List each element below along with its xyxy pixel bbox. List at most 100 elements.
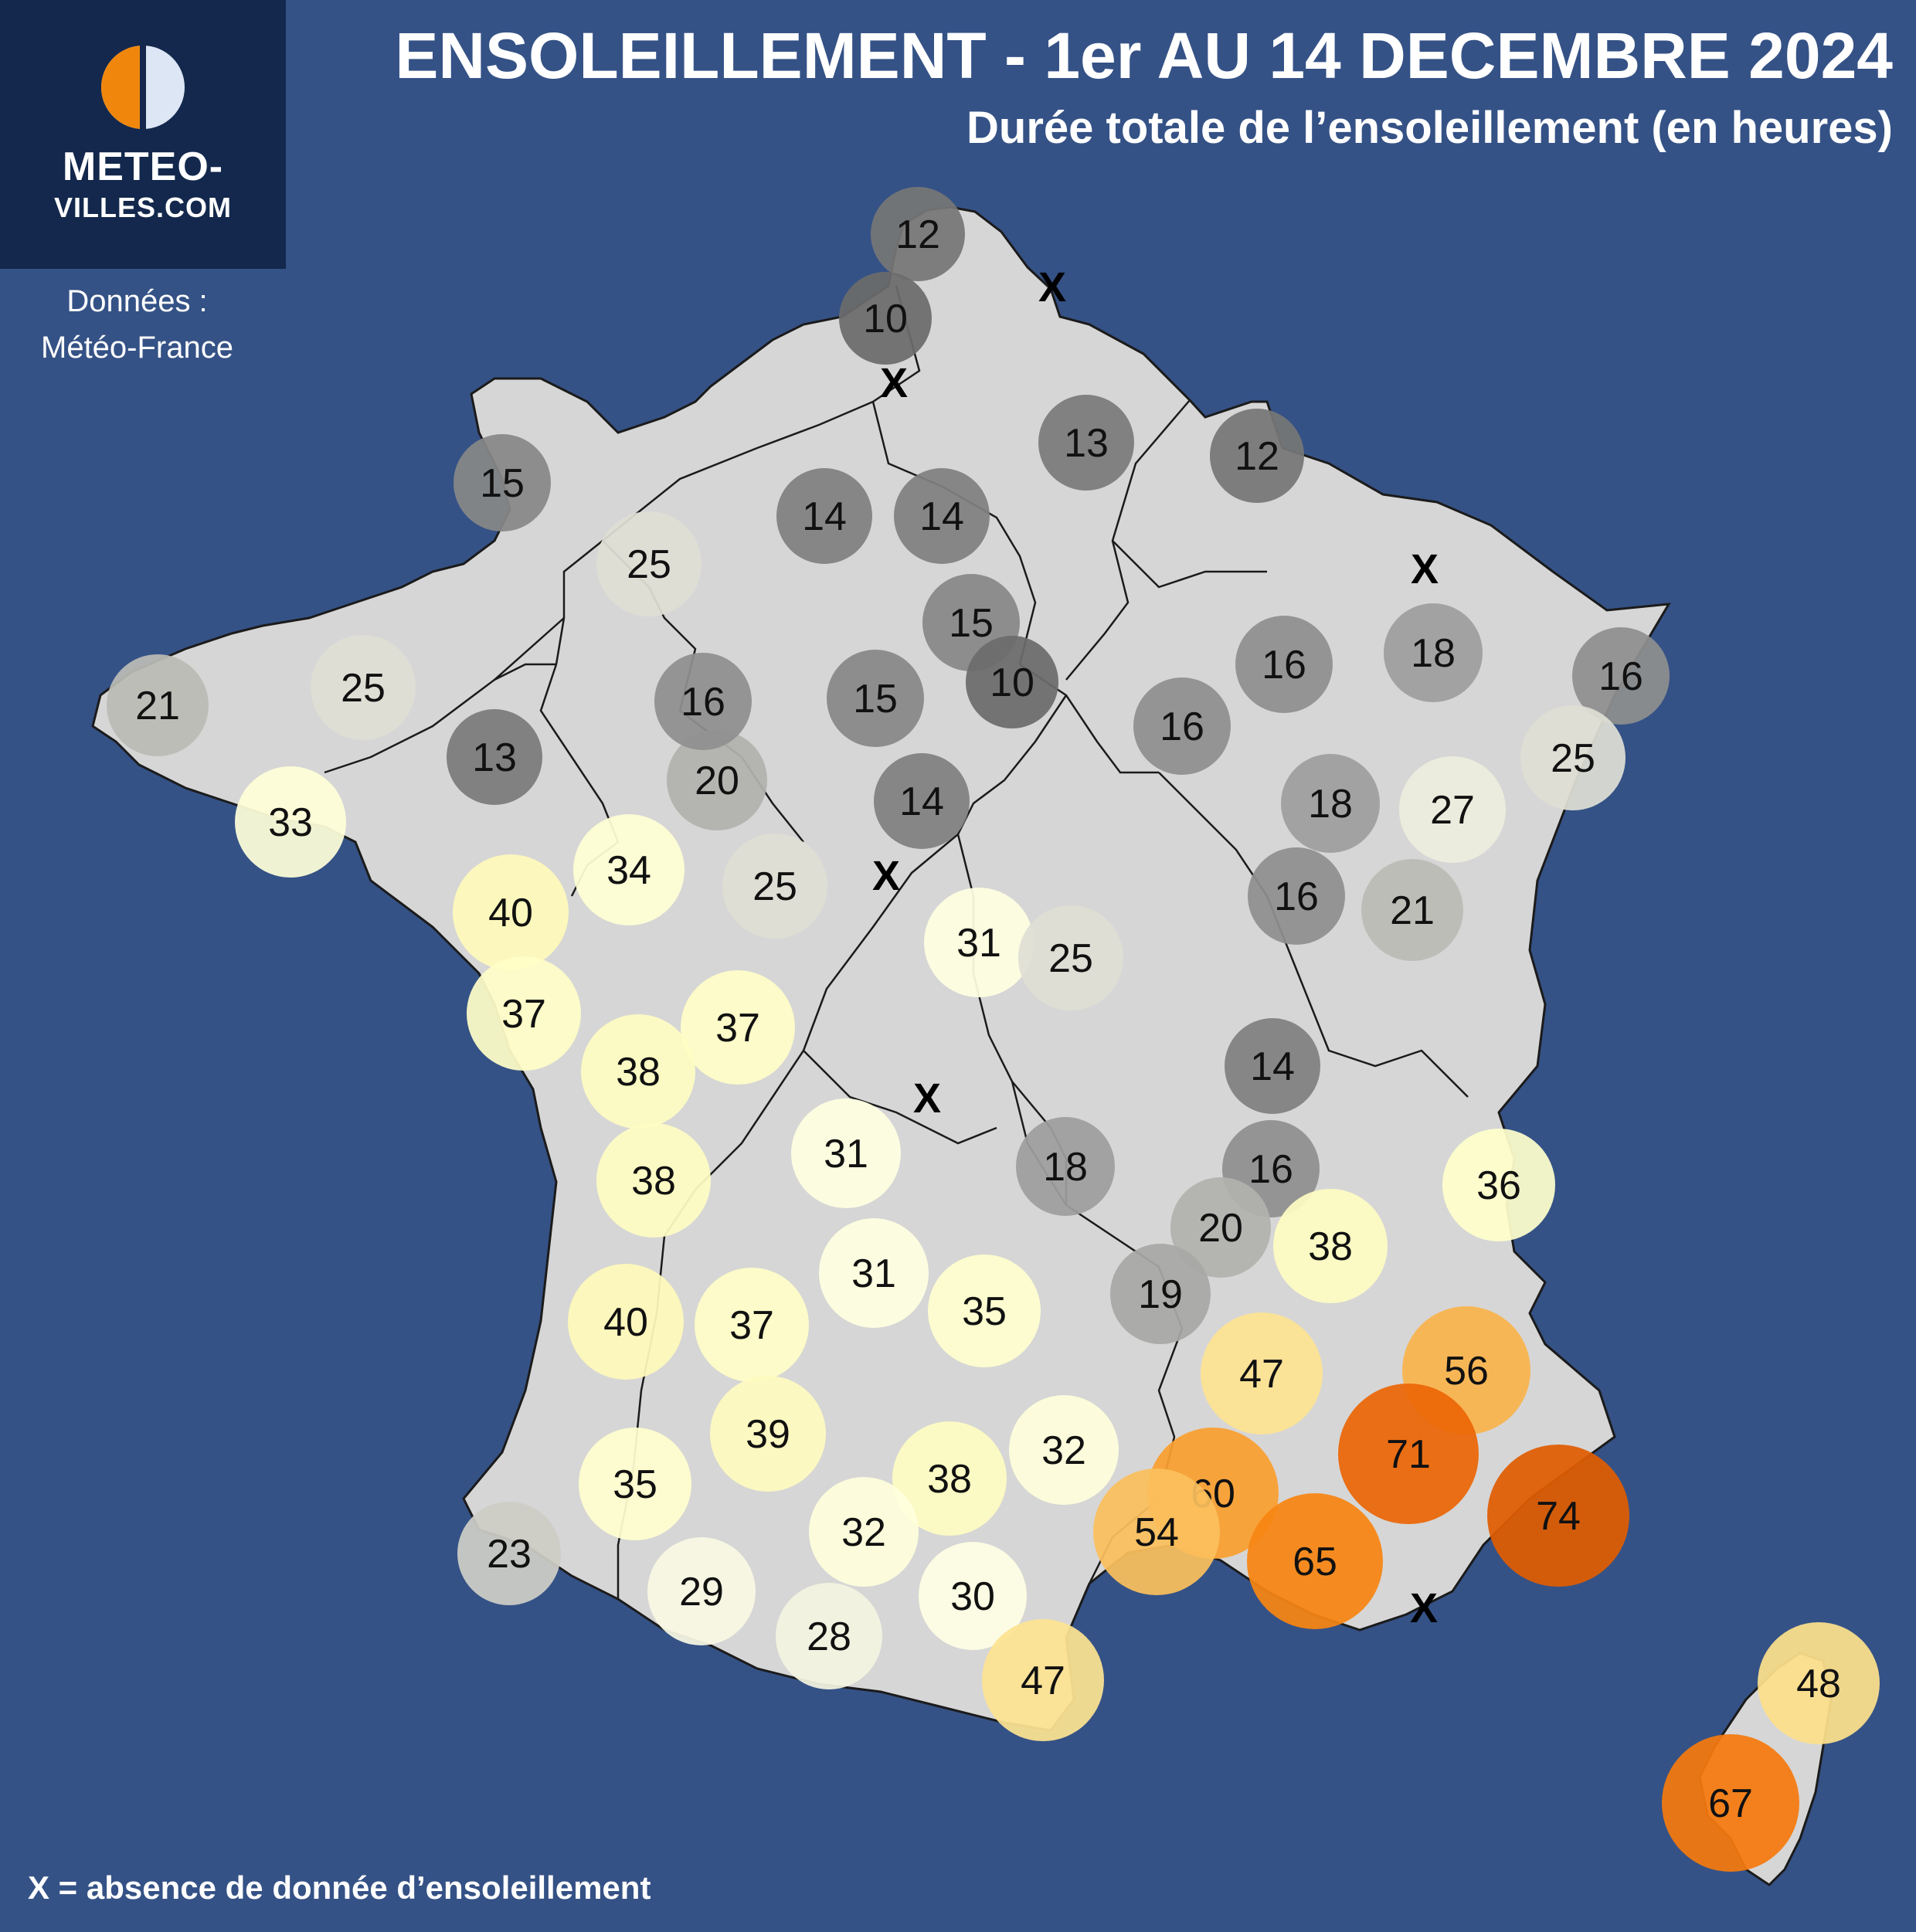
station-bubble: 16 bbox=[1572, 627, 1670, 725]
station-value-label: 16 bbox=[1262, 643, 1306, 688]
station-value-label: 16 bbox=[1598, 654, 1643, 699]
station-bubble: 37 bbox=[467, 956, 581, 1071]
station-value-label: 29 bbox=[679, 1570, 724, 1615]
station-bubble: 38 bbox=[581, 1014, 695, 1129]
station-bubble-circle bbox=[1225, 1018, 1320, 1114]
station-bubble-circle bbox=[827, 650, 924, 747]
station-bubble: 16 bbox=[1133, 677, 1231, 775]
station-bubble: 14 bbox=[874, 753, 970, 849]
station-bubble-circle bbox=[839, 272, 932, 365]
station-value-label: 10 bbox=[863, 297, 908, 341]
station-bubble: 16 bbox=[654, 653, 752, 750]
station-value-label: 37 bbox=[501, 992, 546, 1037]
station-value-label: 23 bbox=[487, 1532, 532, 1577]
station-bubble: 38 bbox=[596, 1123, 711, 1238]
station-value-label: 37 bbox=[715, 1006, 760, 1051]
station-bubble-circle bbox=[1009, 1395, 1119, 1505]
station-bubble: 30 bbox=[919, 1542, 1027, 1650]
station-bubble-circle bbox=[311, 635, 416, 740]
station-bubble: 47 bbox=[1201, 1312, 1323, 1435]
station-bubble-circle bbox=[1384, 603, 1483, 702]
station-bubble: 37 bbox=[681, 970, 795, 1085]
station-bubble-circle bbox=[1110, 1244, 1211, 1344]
missing-data-marker: X bbox=[1410, 1585, 1438, 1632]
station-value-label: 16 bbox=[1248, 1147, 1293, 1192]
station-value-label: 14 bbox=[802, 494, 847, 539]
station-bubble: 25 bbox=[596, 511, 702, 616]
station-bubble: 35 bbox=[579, 1428, 691, 1540]
station-value-label: 38 bbox=[616, 1050, 661, 1095]
station-bubble: 25 bbox=[1520, 705, 1626, 810]
missing-data-marker: X bbox=[913, 1075, 941, 1122]
station-value-label: 25 bbox=[1048, 936, 1093, 981]
station-value-label: 28 bbox=[807, 1615, 851, 1659]
station-bubble: 12 bbox=[1210, 409, 1304, 503]
missing-data-marker: X bbox=[880, 360, 908, 406]
station-bubble: 18 bbox=[1281, 754, 1380, 853]
station-bubble: 38 bbox=[1273, 1189, 1388, 1303]
station-bubble: 38 bbox=[892, 1421, 1007, 1536]
station-value-label: 32 bbox=[1041, 1428, 1086, 1473]
missing-data-markers: X X X X X X bbox=[872, 264, 1439, 1632]
station-bubble: 14 bbox=[894, 468, 990, 564]
station-value-label: 14 bbox=[1250, 1044, 1295, 1089]
station-bubble-circle bbox=[1247, 1493, 1383, 1629]
station-bubble: 31 bbox=[924, 888, 1034, 997]
station-value-label: 27 bbox=[1430, 788, 1475, 833]
station-bubble: 10 bbox=[839, 272, 932, 365]
station-bubble: 54 bbox=[1093, 1469, 1220, 1595]
station-bubble: 32 bbox=[809, 1477, 919, 1587]
station-value-label: 37 bbox=[729, 1303, 774, 1348]
station-value-label: 16 bbox=[1274, 874, 1319, 919]
logo-panel: METEO- VILLES.COM bbox=[0, 0, 286, 269]
station-bubble-circle bbox=[819, 1218, 929, 1328]
station-bubble-circle bbox=[681, 970, 795, 1085]
station-bubble: 74 bbox=[1487, 1445, 1629, 1587]
station-value-label: 15 bbox=[853, 677, 898, 722]
station-bubble-circle bbox=[722, 834, 827, 939]
station-value-label: 18 bbox=[1308, 782, 1353, 827]
station-bubble-circle bbox=[776, 468, 872, 564]
half-sun-half-moon-icon bbox=[101, 46, 185, 129]
station-value-label: 25 bbox=[1551, 736, 1595, 781]
station-bubble: 14 bbox=[776, 468, 872, 564]
station-value-label: 47 bbox=[1239, 1352, 1284, 1397]
station-value-label: 21 bbox=[1390, 888, 1435, 933]
station-value-label: 34 bbox=[606, 848, 651, 893]
station-value-label: 33 bbox=[268, 800, 313, 845]
station-bubble-circle bbox=[982, 1619, 1104, 1741]
station-value-label: 25 bbox=[627, 542, 671, 587]
station-value-label: 15 bbox=[480, 461, 525, 506]
station-bubble: 13 bbox=[447, 709, 542, 805]
station-bubble: 15 bbox=[454, 434, 551, 531]
station-bubble-circle bbox=[467, 956, 581, 1071]
station-bubble-circle bbox=[647, 1537, 756, 1645]
station-bubble-circle bbox=[457, 1502, 561, 1605]
station-value-label: 40 bbox=[488, 891, 533, 935]
station-value-label: 30 bbox=[950, 1574, 995, 1619]
map-subtitle: Durée totale de l’ensoleillement (en heu… bbox=[966, 103, 1893, 153]
station-bubble: 31 bbox=[791, 1098, 901, 1208]
station-bubble-circle bbox=[1442, 1129, 1555, 1241]
station-bubble: 67 bbox=[1662, 1734, 1799, 1872]
station-value-label: 31 bbox=[824, 1132, 868, 1177]
station-bubble: 16 bbox=[1248, 847, 1345, 945]
station-bubble: 20 bbox=[667, 730, 767, 830]
station-bubble-circle bbox=[667, 730, 767, 830]
station-value-label: 56 bbox=[1444, 1349, 1489, 1394]
station-value-label: 21 bbox=[135, 684, 180, 728]
station-value-label: 71 bbox=[1386, 1432, 1431, 1477]
station-value-label: 18 bbox=[1411, 631, 1456, 676]
station-bubble-circle bbox=[710, 1376, 826, 1492]
station-bubble-circle bbox=[573, 814, 685, 925]
station-bubble-circle bbox=[596, 511, 702, 616]
station-bubble-circle bbox=[1210, 409, 1304, 503]
station-bubble: 40 bbox=[453, 854, 569, 970]
station-value-label: 20 bbox=[695, 759, 739, 803]
station-value-label: 74 bbox=[1536, 1494, 1581, 1539]
station-value-label: 15 bbox=[949, 601, 994, 646]
station-value-label: 38 bbox=[927, 1457, 972, 1502]
station-bubble-circle bbox=[1487, 1445, 1629, 1587]
station-value-label: 39 bbox=[746, 1412, 790, 1457]
